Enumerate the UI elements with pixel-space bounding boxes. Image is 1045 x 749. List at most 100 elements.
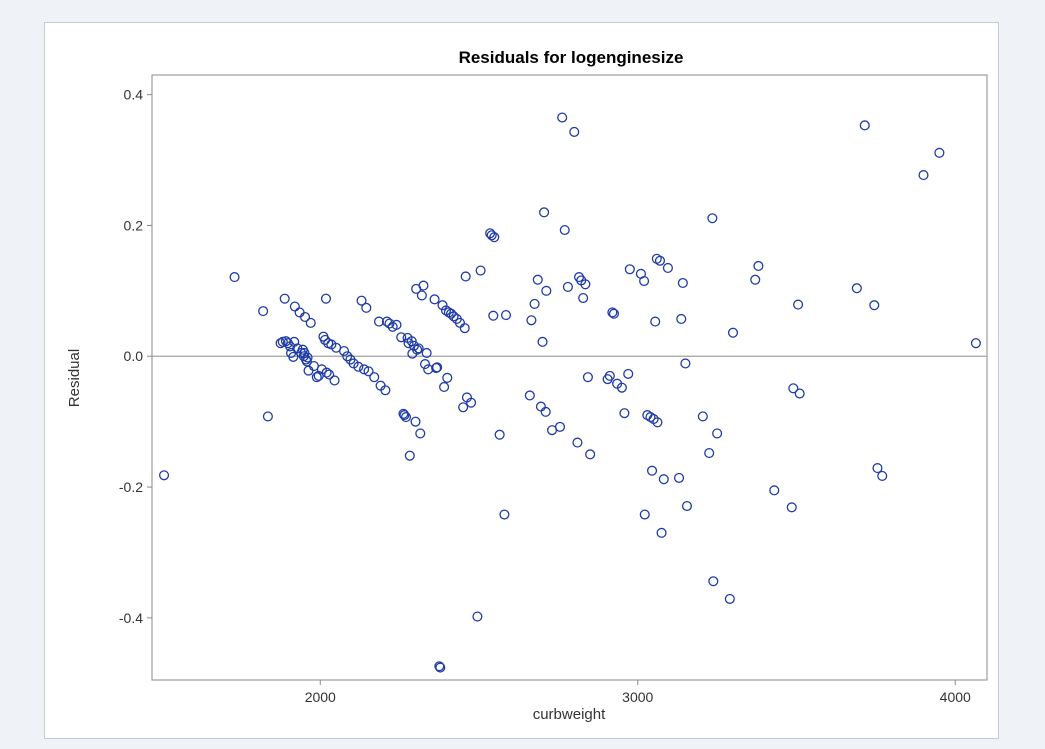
data-point bbox=[419, 359, 431, 370]
graph-frame: Residuals for logenginesize 2000 3000 4000… bbox=[44, 22, 999, 739]
data-point bbox=[562, 281, 573, 292]
data-point bbox=[585, 449, 596, 460]
data-point bbox=[918, 170, 929, 181]
data-point bbox=[786, 502, 797, 513]
data-point bbox=[439, 381, 450, 393]
data-point bbox=[353, 361, 364, 372]
data-point bbox=[769, 485, 780, 496]
data-point bbox=[488, 310, 499, 321]
data-point bbox=[412, 344, 423, 355]
data-point bbox=[410, 416, 421, 427]
data-point bbox=[363, 366, 374, 377]
data-point bbox=[673, 472, 685, 483]
data-point bbox=[475, 265, 486, 276]
data-point bbox=[712, 428, 723, 439]
data-point bbox=[329, 375, 340, 386]
data-point bbox=[359, 364, 370, 375]
data-point bbox=[275, 338, 286, 349]
data-point bbox=[373, 316, 385, 327]
data-point bbox=[697, 411, 708, 422]
axes-layer bbox=[151, 74, 988, 681]
data-point bbox=[656, 527, 667, 538]
data-point bbox=[529, 298, 540, 309]
y-axis-label: Residual bbox=[66, 349, 83, 407]
data-point bbox=[680, 358, 691, 369]
data-point bbox=[434, 661, 445, 672]
data-point bbox=[466, 397, 477, 408]
data-point bbox=[442, 372, 453, 383]
data-point bbox=[793, 299, 804, 310]
y-tick-label: -0.4 bbox=[119, 610, 143, 626]
data-point bbox=[413, 343, 424, 354]
data-point bbox=[750, 274, 761, 285]
data-point bbox=[639, 275, 650, 287]
data-point bbox=[429, 294, 440, 305]
data-point bbox=[279, 293, 290, 304]
x-tick-label: 2000 bbox=[305, 689, 336, 705]
data-point bbox=[321, 367, 332, 378]
data-point bbox=[500, 309, 512, 321]
data-point bbox=[539, 207, 550, 218]
data-point bbox=[435, 662, 446, 673]
data-point bbox=[654, 255, 666, 266]
data-point bbox=[299, 311, 311, 323]
data-point bbox=[559, 224, 570, 236]
data-point bbox=[499, 509, 510, 520]
data-point bbox=[704, 447, 715, 459]
data-point bbox=[753, 260, 764, 272]
data-point bbox=[229, 272, 240, 283]
data-point bbox=[707, 213, 718, 224]
data-point bbox=[302, 352, 313, 363]
data-point bbox=[288, 351, 299, 362]
data-point bbox=[282, 338, 293, 349]
data-point bbox=[557, 112, 568, 123]
data-point bbox=[305, 317, 316, 328]
data-point bbox=[391, 319, 402, 330]
data-point bbox=[970, 338, 981, 349]
data-point bbox=[311, 372, 322, 383]
data-point bbox=[289, 336, 300, 347]
data-point bbox=[458, 402, 469, 413]
y-tick-label: 0.2 bbox=[124, 217, 144, 233]
data-point bbox=[339, 345, 350, 357]
y-tick-label: 0.4 bbox=[124, 87, 144, 103]
data-point bbox=[582, 372, 593, 383]
data-point bbox=[460, 271, 471, 282]
data-point bbox=[569, 126, 580, 137]
x-tick-label: 4000 bbox=[940, 689, 971, 705]
data-point bbox=[639, 509, 650, 520]
data-point bbox=[578, 292, 589, 304]
data-point bbox=[580, 279, 591, 290]
data-point bbox=[262, 411, 273, 422]
data-point bbox=[524, 390, 535, 401]
data-point bbox=[406, 336, 417, 347]
plot-area bbox=[151, 74, 988, 681]
data-point bbox=[727, 327, 739, 338]
data-point bbox=[324, 369, 335, 380]
data-point bbox=[472, 611, 483, 622]
data-point bbox=[541, 285, 552, 296]
data-point bbox=[380, 385, 391, 396]
data-point bbox=[658, 474, 669, 485]
data-point bbox=[399, 410, 410, 421]
data-point bbox=[859, 120, 870, 131]
data-point bbox=[607, 307, 618, 318]
data-point bbox=[320, 293, 332, 304]
y-axis-ticks: -0.4 -0.2 0.0 0.2 0.4 bbox=[119, 87, 152, 626]
data-point bbox=[418, 280, 429, 291]
data-point bbox=[398, 408, 409, 419]
data-point bbox=[446, 308, 457, 319]
data-point bbox=[384, 318, 395, 329]
data-point bbox=[572, 437, 583, 448]
data-point bbox=[459, 323, 470, 334]
x-axis-label: curbweight bbox=[533, 706, 606, 723]
data-point bbox=[624, 264, 635, 275]
x-axis-ticks: 2000 3000 4000 bbox=[305, 680, 971, 705]
data-point bbox=[794, 388, 805, 399]
data-point bbox=[646, 465, 658, 476]
data-point bbox=[404, 450, 415, 461]
data-point bbox=[851, 283, 862, 294]
data-point bbox=[608, 308, 619, 319]
data-point bbox=[676, 313, 687, 325]
data-point bbox=[619, 408, 630, 419]
